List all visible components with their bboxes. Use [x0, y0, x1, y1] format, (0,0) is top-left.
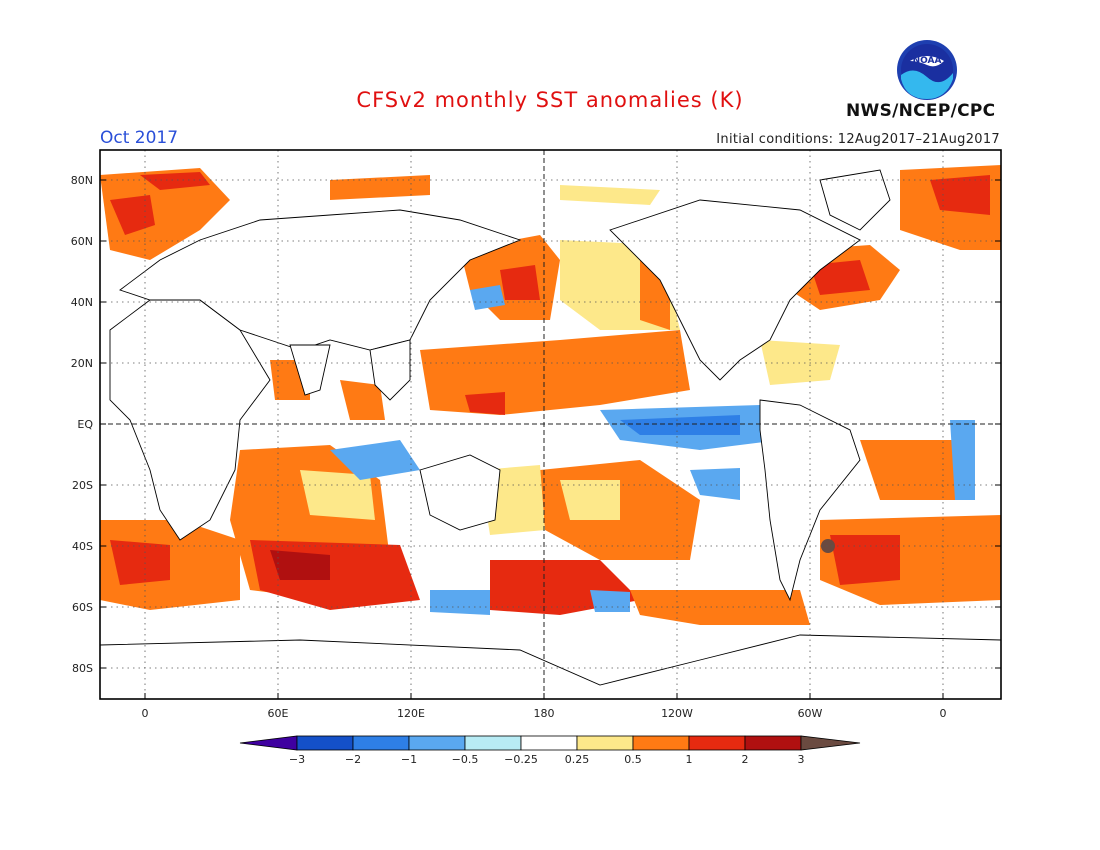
longitude-axis: 0 60E 120E 180 120W 60W 0	[142, 707, 947, 720]
lat-tick: 20S	[72, 479, 93, 492]
graticule	[100, 150, 1001, 699]
lat-tick: 60N	[71, 235, 93, 248]
lat-tick-marks	[100, 179, 1001, 669]
lat-tick: 80N	[71, 174, 93, 187]
colorbar-box	[744, 735, 802, 751]
colorbar-label: −2	[345, 753, 361, 766]
colorbar-label: 0.25	[565, 753, 590, 766]
latitude-axis: 80N 60N 40N 20N EQ 20S 40S 60S 80S	[71, 174, 94, 675]
colorbar-label: 2	[742, 753, 749, 766]
colorbar-label: 3	[798, 753, 805, 766]
colorbar-high-arrow	[800, 735, 861, 751]
lon-tick: 0	[940, 707, 947, 720]
logo-text: NOAA	[913, 56, 942, 66]
map-title: CFSv2 monthly SST anomalies (K)	[356, 88, 744, 112]
lat-tick: 20N	[71, 357, 93, 370]
colorbar-box	[576, 735, 634, 751]
agency-label: NWS/NCEP/CPC	[846, 101, 996, 121]
period-label: Oct 2017	[100, 128, 179, 148]
colorbar-box	[688, 735, 746, 751]
colorbar-label: −0.5	[452, 753, 479, 766]
lat-tick: 40N	[71, 296, 93, 309]
colorbar-label: −3	[289, 753, 305, 766]
lon-tick: 0	[142, 707, 149, 720]
colorbar-label: 1	[686, 753, 693, 766]
lon-tick: 120W	[661, 707, 693, 720]
reference-lines	[100, 150, 1001, 699]
lon-tick: 120E	[397, 707, 425, 720]
anomaly-field	[100, 150, 1001, 699]
colorbar-box	[408, 735, 466, 751]
colorbar-low-arrow	[239, 735, 298, 751]
colorbar-box	[520, 735, 578, 751]
lon-tick-marks	[144, 693, 944, 699]
lat-tick: EQ	[77, 418, 93, 431]
lat-tick: 80S	[72, 662, 93, 675]
lon-tick: 180	[534, 707, 555, 720]
noaa-logo: NOAA	[897, 40, 957, 100]
colorbar-box	[464, 735, 522, 751]
initial-conditions-label: Initial conditions: 12Aug2017–21Aug2017	[716, 132, 1000, 147]
lon-tick: 60E	[268, 707, 289, 720]
coastlines	[100, 169, 1001, 699]
colorbar-box	[632, 735, 690, 751]
colorbar-box	[296, 735, 354, 751]
colorbar-box	[352, 735, 410, 751]
colorbar-label: 0.5	[624, 753, 642, 766]
lon-tick: 60W	[798, 707, 823, 720]
lat-tick: 60S	[72, 601, 93, 614]
lat-tick: 40S	[72, 540, 93, 553]
colorbar: −3 −2 −1 −0.5 −0.25 0.25 0.5 1 2 3	[239, 735, 861, 766]
colorbar-label: −1	[401, 753, 417, 766]
colorbar-label: −0.25	[504, 753, 538, 766]
